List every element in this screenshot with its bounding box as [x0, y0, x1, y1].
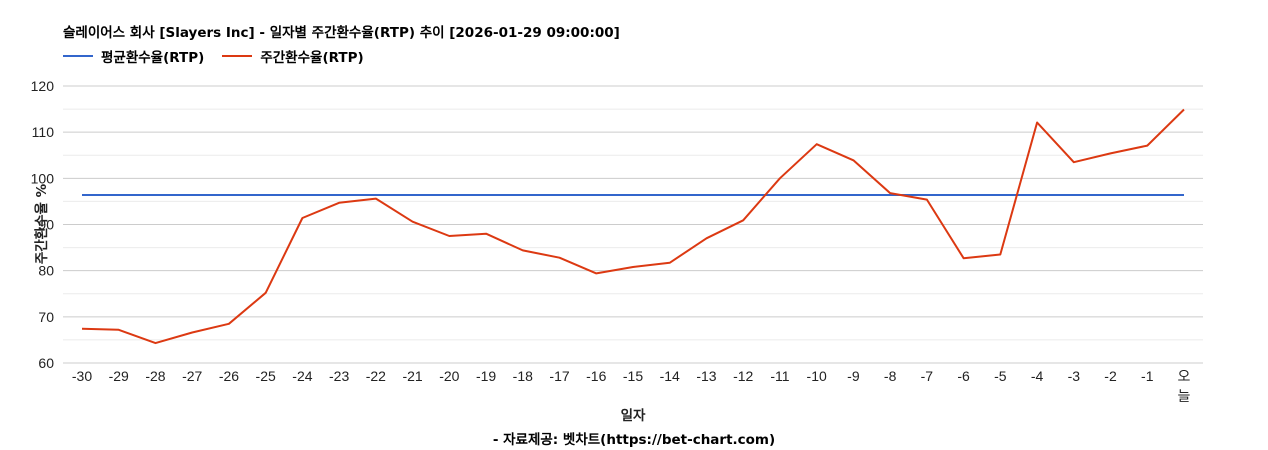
x-tick-label: -3 [1068, 368, 1081, 384]
x-tick-label: -4 [1031, 368, 1044, 384]
x-tick-label: -2 [1104, 368, 1117, 384]
y-tick-label: 60 [38, 355, 54, 371]
x-tick-label: -15 [623, 368, 643, 384]
x-tick-label: -20 [439, 368, 459, 384]
x-tick-label: -16 [586, 368, 606, 384]
x-tick-label: -8 [884, 368, 897, 384]
y-axis-title: 주간환수율 % [33, 183, 50, 264]
y-tick-label: 120 [31, 78, 55, 94]
y-tick-label: 110 [32, 124, 55, 140]
y-tick-label: 90 [38, 217, 54, 233]
x-tick-label: -13 [696, 368, 716, 384]
weekly-rtp-line [81, 108, 1185, 345]
x-tick-label: -22 [366, 368, 386, 384]
x-tick-label: -12 [733, 368, 753, 384]
x-tick-label: -21 [402, 368, 422, 384]
x-tick-label: 오 [1178, 368, 1191, 384]
x-tick-label: -17 [549, 368, 569, 384]
x-tick-label: -30 [72, 368, 92, 384]
legend-swatch-weekly [222, 55, 253, 57]
x-tick-label: -14 [660, 368, 680, 384]
legend-item-weekly[interactable]: 주간환수율(RTP) [222, 46, 364, 66]
chart-title: 슬레이어스 회사 [Slayers Inc] - 일자별 주간환수율(RTP) … [63, 25, 620, 41]
x-tick-label: -18 [513, 368, 533, 384]
legend-label-weekly: 주간환수율(RTP) [260, 50, 364, 66]
data-source-credit: - 자료제공: 벳차트(https://bet-chart.com) [492, 432, 776, 448]
y-axis-ticks: 60 70 80 90 100 110 120 [31, 78, 55, 371]
x-tick-label: -11 [770, 368, 789, 384]
x-tick-label: -1 [1141, 368, 1154, 384]
x-tick-label: -25 [256, 368, 276, 384]
x-axis-ticks: -30 -29 -28 -27 -26 -25 -24 -23 -22 -21 -20 -19 -18-… [72, 368, 1191, 404]
legend: 평균환수율(RTP) 주간환수율(RTP) [63, 46, 382, 66]
x-tick-label: -29 [109, 368, 129, 384]
y-tick-label: 100 [31, 170, 55, 186]
gridlines [63, 85, 1203, 364]
data-series [81, 108, 1185, 345]
y-tick-label: 80 [38, 263, 54, 279]
legend-label-average: 평균환수율(RTP) [101, 50, 205, 66]
x-tick-label: -27 [182, 368, 202, 384]
legend-item-average[interactable]: 평균환수율(RTP) [63, 46, 204, 66]
legend-swatch-average [63, 55, 93, 57]
x-axis-title: 일자 [621, 408, 646, 424]
x-tick-label: -19 [476, 368, 496, 384]
x-tick-label: -28 [145, 368, 165, 384]
x-tick-label: -26 [219, 368, 239, 384]
x-tick-label: -6 [957, 368, 970, 384]
y-tick-label: 70 [38, 309, 54, 325]
x-tick-label: -23 [329, 368, 349, 384]
x-tick-label: -24 [292, 368, 312, 384]
x-tick-label: -9 [847, 368, 860, 384]
x-tick-label: -5 [994, 368, 1007, 384]
x-tick-label: 늘 [1178, 388, 1191, 404]
x-tick-label: -10 [807, 368, 827, 384]
x-tick-label: -7 [921, 368, 934, 384]
